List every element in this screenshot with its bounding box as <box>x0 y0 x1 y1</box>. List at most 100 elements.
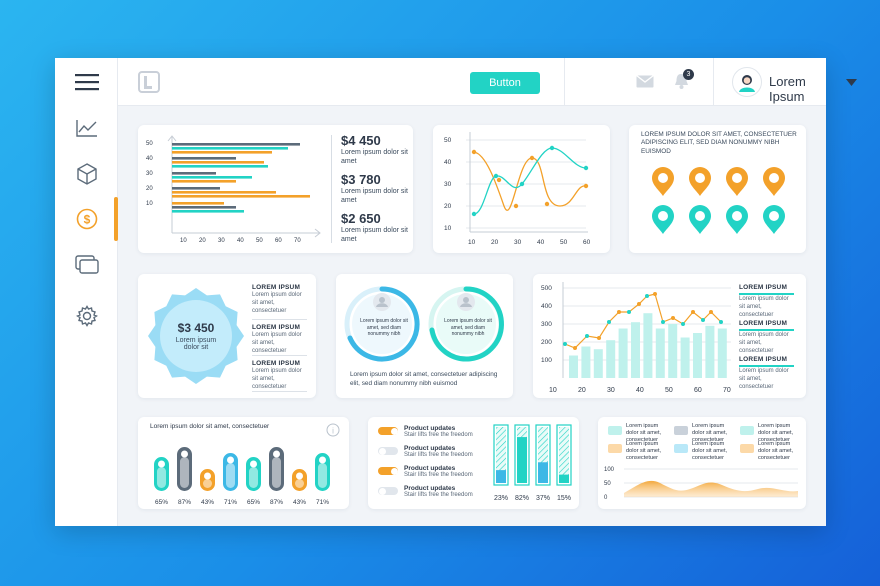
sidebar-item-finance[interactable]: $ <box>55 201 118 237</box>
data-point <box>645 294 649 298</box>
toggle-row: Product updates Stair lifts free the free… <box>378 465 488 485</box>
toggle-title: Product updates <box>404 485 456 492</box>
data-point <box>709 310 713 314</box>
hbar-chart: 50 40 30 20 10 10 20 30 40 50 60 70 <box>146 135 321 244</box>
data-point <box>661 320 665 324</box>
badge-shape <box>148 288 244 384</box>
bar <box>172 143 300 146</box>
list-item-title: LOREM IPSUM <box>252 284 301 291</box>
bar <box>593 349 603 378</box>
y-tick-label: 30 <box>146 171 153 177</box>
y-tick-label: 10 <box>444 225 452 232</box>
list-item-text: Lorem ipsum dolor sit amet, consectetuer <box>739 296 789 318</box>
bar <box>172 202 224 205</box>
card-hbar: 50 40 30 20 10 10 20 30 40 50 60 70 $4 450 Lorem ip… <box>138 125 413 253</box>
map-pin-hole <box>695 211 705 221</box>
divider <box>331 135 332 243</box>
map-pin-hole <box>732 173 742 183</box>
list-item: LOREM IPSUM Lorem ipsum dolor sit amet, … <box>739 284 794 320</box>
toggle-switch[interactable] <box>378 447 398 455</box>
toggle-title: Product updates <box>404 465 456 472</box>
pill-cap <box>296 472 303 480</box>
data-point <box>496 177 502 183</box>
bar <box>172 176 252 179</box>
bar <box>172 187 220 190</box>
bar <box>172 165 268 168</box>
card-toggles: Product updates Stair lifts free the free… <box>368 417 579 509</box>
bar <box>693 333 702 378</box>
x-tick-label: 50 <box>256 238 263 244</box>
y-tick-label: 500 <box>541 285 552 292</box>
primary-button[interactable]: Button <box>470 72 540 94</box>
legend-label: Lorem ipsum dolor sit amet, consectetuer <box>626 441 662 461</box>
stat-item: $2 650 Lorem ipsum dolor sit amet <box>341 211 411 244</box>
sidebar-item-cards[interactable] <box>55 247 118 283</box>
mail-icon[interactable] <box>636 75 654 88</box>
pill-cap <box>319 456 326 464</box>
list-item-text: Lorem ipsum dolor sit amet, consectetuer <box>252 332 302 354</box>
combo-list: LOREM IPSUM Lorem ipsum dolor sit amet, … <box>739 284 794 392</box>
divider <box>713 58 714 106</box>
pins-title: LOREM IPSUM DOLOR SIT AMET, CONSECTETUER… <box>641 131 797 155</box>
data-point <box>549 145 555 151</box>
pill-inner <box>180 457 189 488</box>
y-tick-label: 40 <box>146 156 153 162</box>
pill-label: 71% <box>316 499 329 506</box>
toggle-switch[interactable] <box>378 487 398 495</box>
map-pin-hole <box>658 211 668 221</box>
vbar-empty <box>496 427 506 483</box>
cards-icon <box>74 255 99 274</box>
x-tick-label: 30 <box>514 239 522 246</box>
y-tick-label: 10 <box>146 201 153 207</box>
cube-icon <box>76 163 97 185</box>
bar <box>717 328 727 378</box>
user-name[interactable]: Lorem Ipsum <box>769 74 806 104</box>
sidebar-item-analytics[interactable] <box>55 110 118 146</box>
chevron-down-icon[interactable] <box>846 79 857 86</box>
pill-inner <box>295 479 304 488</box>
legend-item: Lorem ipsum dolor sit amet, consectetuer <box>672 441 738 461</box>
data-point <box>681 322 685 326</box>
bar <box>172 195 310 198</box>
x-tick-label: 20 <box>491 239 499 246</box>
x-tick-label: 30 <box>607 387 615 394</box>
sidebar-item-products[interactable] <box>55 156 118 192</box>
list-item-text: Lorem ipsum dolor sit amet, consectetuer <box>252 292 302 314</box>
data-point <box>493 173 499 179</box>
legend-item: Lorem ipsum dolor sit amet, consectetuer <box>738 423 804 443</box>
menu-button[interactable] <box>55 64 118 100</box>
sidebar-item-settings[interactable] <box>55 298 118 334</box>
pill-label: 87% <box>178 499 191 506</box>
toggle-text: Stair lifts free the freedom <box>404 472 473 478</box>
map-pin-hole <box>769 173 779 183</box>
y-tick-label: 400 <box>541 303 552 310</box>
bar <box>643 313 653 378</box>
stat-text: Lorem ipsum dolor sit amet <box>341 227 408 243</box>
data-point <box>471 149 477 155</box>
legend-item: Lorem ipsum dolor sit amet, consectetuer <box>606 441 672 461</box>
legend-label: Lorem ipsum dolor sit amet, consectetuer <box>758 423 794 443</box>
toggle-text: Stair lifts free the freedom <box>404 432 473 438</box>
map-pin-hole <box>732 211 742 221</box>
data-point <box>607 320 611 324</box>
bar <box>172 191 276 194</box>
y-tick-label: 40 <box>444 159 452 166</box>
map-pin-hole <box>695 173 705 183</box>
toggle-title: Product updates <box>404 425 456 432</box>
list-item-text: Lorem ipsum dolor sit amet, consectetuer <box>739 332 789 354</box>
toggle-knob <box>391 427 398 435</box>
x-tick-label: 70 <box>294 238 301 244</box>
x-tick-label: 70 <box>723 387 731 394</box>
bar <box>668 324 678 378</box>
pill-cap <box>227 456 234 464</box>
vbar-chart: 23% 82% 37% 15% <box>493 424 572 502</box>
stat-item: $3 780 Lorem ipsum dolor sit amet <box>341 172 411 205</box>
avatar[interactable] <box>732 67 762 97</box>
axis-arrow <box>314 228 321 238</box>
info-icon[interactable]: i <box>326 423 340 437</box>
stats-list: $4 450 Lorem ipsum dolor sit amet $3 780… <box>341 133 411 244</box>
card-area: Lorem ipsum dolor sit amet, consectetuer… <box>598 417 806 509</box>
toggle-switch[interactable] <box>378 467 398 475</box>
x-tick-label: 10 <box>549 387 557 394</box>
toggle-switch[interactable] <box>378 427 398 435</box>
